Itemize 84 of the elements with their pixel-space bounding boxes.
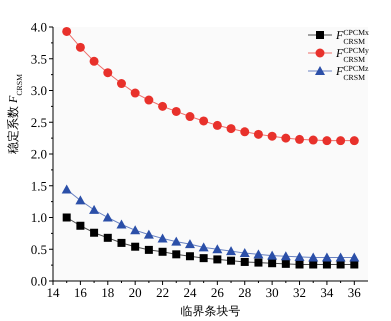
point bbox=[186, 252, 194, 260]
x-tick-label: 14 bbox=[46, 285, 60, 300]
x-tick-label: 36 bbox=[348, 285, 362, 300]
x-tick-label: 30 bbox=[266, 285, 279, 300]
point bbox=[308, 252, 318, 262]
point bbox=[158, 233, 168, 242]
point bbox=[198, 242, 209, 252]
point bbox=[268, 132, 277, 141]
point bbox=[130, 225, 140, 234]
point bbox=[89, 204, 100, 214]
point bbox=[253, 249, 264, 258]
point bbox=[144, 246, 153, 254]
x-tick-label: 24 bbox=[183, 285, 197, 300]
x-tick-label: 32 bbox=[293, 285, 306, 300]
point bbox=[322, 252, 332, 262]
point bbox=[116, 219, 126, 228]
point bbox=[281, 134, 290, 143]
point bbox=[200, 254, 208, 262]
x-tick-label: 34 bbox=[320, 285, 334, 300]
y-tick-label: 1.5 bbox=[30, 178, 47, 194]
point bbox=[349, 252, 360, 262]
point bbox=[212, 120, 222, 130]
point bbox=[295, 134, 304, 144]
point bbox=[254, 130, 263, 139]
x-tick-label: 18 bbox=[101, 285, 114, 300]
point bbox=[213, 255, 222, 264]
y-tick-label: 4.0 bbox=[30, 20, 47, 34]
point bbox=[103, 68, 112, 78]
point bbox=[199, 116, 208, 126]
point bbox=[336, 252, 346, 262]
point bbox=[172, 106, 181, 116]
point bbox=[104, 234, 112, 242]
y-tick-label: 3.5 bbox=[30, 51, 47, 66]
y-tick-label: 2.0 bbox=[30, 146, 47, 162]
point bbox=[322, 136, 332, 146]
y-tick-label: 0.5 bbox=[30, 242, 47, 257]
point bbox=[144, 96, 154, 105]
point bbox=[240, 248, 250, 258]
x-tick-label: 22 bbox=[156, 285, 170, 300]
y-tick-label: 0.0 bbox=[30, 274, 47, 288]
point bbox=[102, 212, 113, 222]
x-tick-label: 20 bbox=[128, 285, 142, 300]
point bbox=[76, 42, 85, 52]
point bbox=[62, 214, 71, 222]
point bbox=[90, 228, 98, 237]
point bbox=[212, 244, 222, 254]
point bbox=[254, 258, 262, 267]
x-tick-label: 26 bbox=[210, 285, 224, 300]
point bbox=[185, 112, 194, 122]
point bbox=[336, 136, 346, 146]
y-tick-label: 1.0 bbox=[30, 210, 47, 225]
point bbox=[172, 250, 180, 258]
point bbox=[280, 251, 291, 260]
point bbox=[90, 56, 99, 66]
point bbox=[184, 239, 195, 248]
point bbox=[62, 26, 72, 36]
point bbox=[240, 127, 250, 136]
point bbox=[350, 136, 359, 146]
point bbox=[282, 260, 290, 268]
point bbox=[116, 79, 126, 88]
point bbox=[268, 259, 276, 268]
point bbox=[130, 88, 140, 98]
point bbox=[240, 258, 249, 266]
x-axis-title: 临界条块号 bbox=[180, 304, 240, 318]
point bbox=[75, 195, 86, 204]
y-tick-label: 3.0 bbox=[30, 83, 47, 98]
x-tick-label: 16 bbox=[74, 285, 88, 300]
y-tick-label: 2.5 bbox=[30, 114, 47, 130]
point bbox=[308, 136, 318, 145]
point bbox=[226, 124, 236, 134]
point bbox=[227, 256, 236, 265]
point bbox=[296, 260, 304, 268]
point bbox=[144, 230, 154, 239]
point bbox=[62, 184, 72, 194]
x-tick-label: 28 bbox=[238, 285, 252, 300]
point bbox=[226, 246, 236, 256]
point bbox=[267, 250, 278, 260]
point bbox=[294, 252, 305, 261]
point bbox=[117, 238, 126, 247]
point bbox=[158, 102, 168, 111]
point bbox=[76, 222, 84, 230]
point bbox=[158, 248, 167, 256]
point bbox=[131, 242, 140, 251]
point bbox=[171, 236, 182, 246]
